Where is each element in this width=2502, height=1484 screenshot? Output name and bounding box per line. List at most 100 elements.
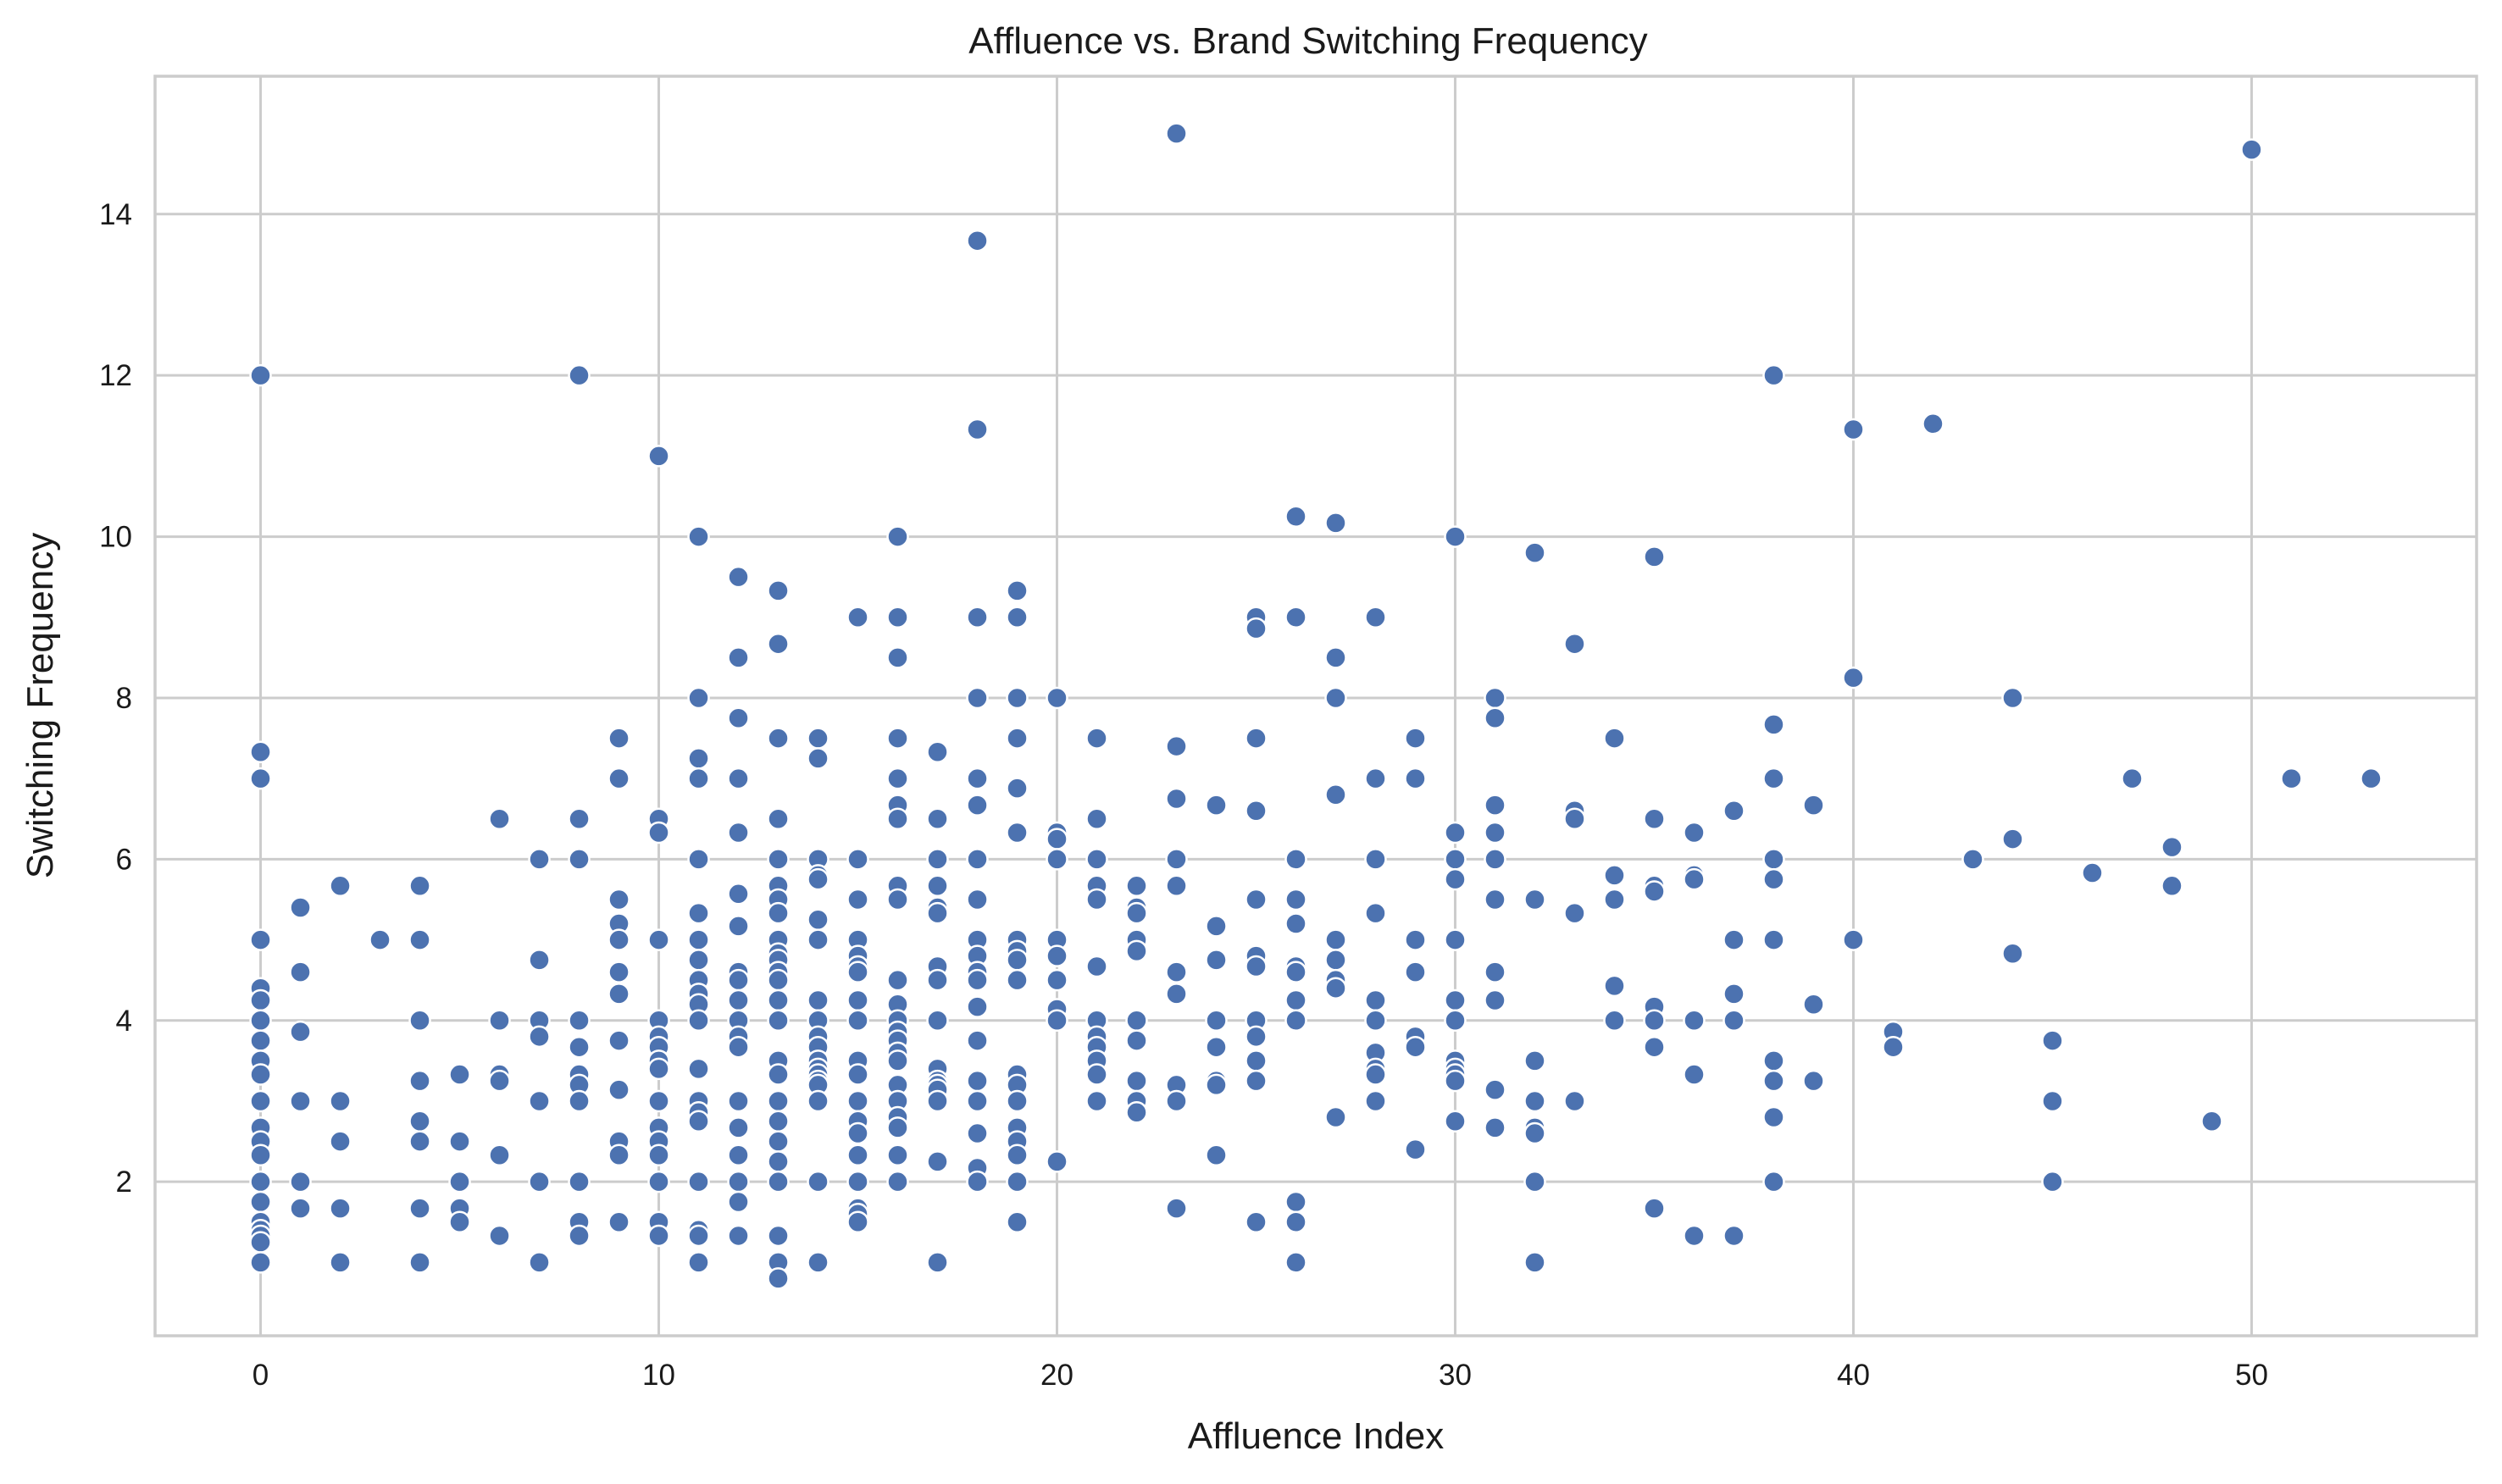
data-point bbox=[1484, 988, 1506, 1012]
data-point bbox=[767, 807, 790, 831]
data-point bbox=[966, 767, 989, 790]
data-point bbox=[408, 1197, 431, 1220]
data-point bbox=[1762, 767, 1785, 790]
x-tick-label: 10 bbox=[642, 1359, 675, 1392]
y-tick-labels: 2 4 6 8 10 12 14 bbox=[99, 198, 132, 1199]
data-point bbox=[1643, 1009, 1666, 1033]
data-point bbox=[568, 1170, 591, 1193]
data-point bbox=[2001, 942, 2024, 966]
data-point bbox=[926, 1150, 949, 1173]
data-point bbox=[607, 767, 630, 790]
data-point bbox=[448, 1170, 471, 1193]
data-point bbox=[408, 1251, 431, 1274]
data-point bbox=[1563, 1089, 1586, 1113]
data-point bbox=[1523, 1089, 1546, 1113]
data-point bbox=[1324, 646, 1347, 669]
data-point bbox=[1205, 1073, 1228, 1097]
data-point bbox=[647, 445, 670, 468]
data-point bbox=[1006, 949, 1029, 972]
data-point bbox=[2001, 686, 2024, 710]
data-point bbox=[1284, 848, 1307, 871]
data-point bbox=[289, 1089, 312, 1113]
data-point bbox=[767, 901, 790, 925]
data-point bbox=[2121, 767, 2144, 790]
data-point bbox=[1284, 1251, 1307, 1274]
data-point bbox=[687, 1009, 710, 1033]
data-point bbox=[886, 727, 909, 750]
data-point bbox=[1683, 821, 1706, 844]
data-point bbox=[488, 1069, 511, 1093]
data-point bbox=[647, 1089, 670, 1113]
data-point bbox=[886, 1049, 909, 1072]
data-point bbox=[1324, 949, 1347, 972]
x-tick-label: 20 bbox=[1040, 1359, 1073, 1392]
data-point bbox=[886, 1170, 909, 1193]
data-point bbox=[846, 1009, 869, 1033]
data-point bbox=[1165, 874, 1188, 898]
data-point bbox=[1523, 888, 1546, 911]
data-point bbox=[1802, 1069, 1825, 1093]
data-point bbox=[1085, 1063, 1108, 1086]
data-point bbox=[408, 1130, 431, 1153]
data-point bbox=[1324, 928, 1347, 951]
data-point bbox=[687, 747, 710, 770]
data-point bbox=[1205, 915, 1228, 938]
data-point bbox=[767, 1224, 790, 1248]
y-tick-label: 6 bbox=[116, 843, 132, 876]
data-point bbox=[1006, 1143, 1029, 1167]
data-point bbox=[329, 1130, 352, 1153]
data-point bbox=[528, 1089, 551, 1113]
data-point bbox=[727, 1035, 750, 1059]
data-point bbox=[1324, 512, 1347, 534]
data-point bbox=[1284, 606, 1307, 629]
data-point bbox=[1404, 727, 1427, 750]
data-point bbox=[966, 1121, 989, 1145]
data-point bbox=[1284, 1190, 1307, 1214]
data-point bbox=[249, 988, 272, 1012]
data-point bbox=[1245, 1025, 1268, 1049]
data-point bbox=[966, 968, 989, 992]
data-point bbox=[687, 1110, 710, 1133]
data-point bbox=[1006, 579, 1029, 602]
data-point bbox=[249, 1029, 272, 1052]
data-point bbox=[807, 988, 829, 1012]
data-point bbox=[1364, 901, 1387, 925]
data-point bbox=[846, 1143, 869, 1167]
data-point bbox=[1723, 1224, 1745, 1248]
data-point bbox=[1523, 1251, 1546, 1274]
data-point bbox=[966, 888, 989, 911]
data-point bbox=[886, 646, 909, 669]
data-point bbox=[1484, 1116, 1506, 1139]
data-point bbox=[926, 901, 949, 925]
data-point bbox=[807, 1251, 829, 1274]
data-point bbox=[1364, 767, 1387, 790]
data-point bbox=[2161, 835, 2183, 859]
data-point bbox=[2240, 138, 2263, 161]
data-point bbox=[607, 1029, 630, 1052]
data-point bbox=[926, 1251, 949, 1274]
data-point bbox=[448, 1210, 471, 1234]
data-point bbox=[886, 1116, 909, 1139]
data-point bbox=[727, 1116, 750, 1139]
data-point bbox=[926, 1089, 949, 1113]
y-tick-label: 12 bbox=[99, 359, 132, 392]
data-point bbox=[408, 1110, 431, 1133]
data-point bbox=[1364, 606, 1387, 629]
data-point bbox=[727, 821, 750, 844]
data-point bbox=[886, 606, 909, 629]
data-point bbox=[1842, 418, 1865, 441]
data-point bbox=[1245, 888, 1268, 911]
data-point bbox=[2001, 828, 2024, 850]
data-point bbox=[528, 848, 551, 871]
data-point bbox=[2041, 1029, 2064, 1052]
data-point bbox=[767, 579, 790, 602]
data-point bbox=[767, 727, 790, 750]
data-point bbox=[1006, 606, 1029, 629]
y-tick-label: 8 bbox=[116, 682, 132, 715]
data-point bbox=[1842, 666, 1865, 689]
data-point bbox=[528, 1170, 551, 1193]
data-point bbox=[1404, 767, 1427, 790]
data-point bbox=[687, 686, 710, 710]
data-point bbox=[846, 988, 869, 1012]
data-point bbox=[966, 1029, 989, 1052]
